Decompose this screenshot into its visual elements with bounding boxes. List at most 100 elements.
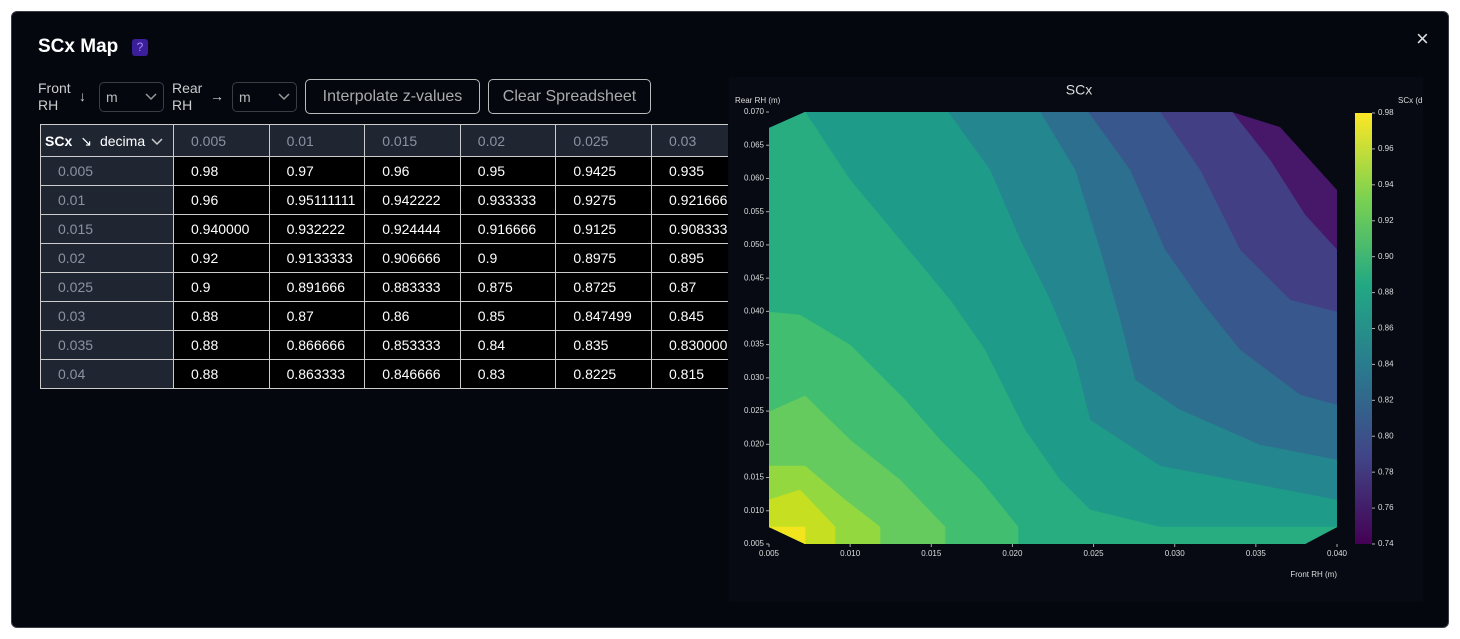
colorbar-tick-label: 0.74	[1378, 539, 1394, 548]
table-cell[interactable]: 0.84	[460, 331, 557, 360]
colorbar-tick-label: 0.80	[1378, 431, 1394, 440]
y-tick-label: 0.010	[744, 506, 765, 515]
colorbar-tick-label: 0.78	[1378, 467, 1394, 476]
colorbar-tick-label: 0.98	[1378, 108, 1394, 117]
y-tick-label: 0.060	[744, 174, 765, 183]
colorbar-tick-label: 0.92	[1378, 216, 1394, 225]
y-tick-label: 0.055	[744, 207, 765, 216]
interpolate-button[interactable]: Interpolate z-values	[305, 79, 480, 114]
corner-unit: decima	[99, 133, 146, 149]
colorbar-tick-label: 0.94	[1378, 180, 1394, 189]
row-header: 0.005	[40, 157, 174, 186]
table-cell[interactable]: 0.846666	[365, 360, 461, 389]
table-cell[interactable]: 0.96	[174, 186, 270, 215]
column-header: 0.015	[365, 124, 461, 157]
table-cell[interactable]: 0.9	[460, 244, 557, 273]
table-cell[interactable]: 0.935	[652, 157, 728, 186]
table-cell[interactable]: 0.96	[365, 157, 461, 186]
table-cell[interactable]: 0.906666	[365, 244, 461, 273]
colorbar-tick-label: 0.90	[1378, 252, 1394, 261]
colorbar-tick-label: 0.84	[1378, 360, 1394, 369]
table-cell[interactable]: 0.97	[269, 157, 366, 186]
spreadsheet: SCx ↘ decima 0.005 0.01 0.015 0.02 0.025 0.03 0.0…	[40, 124, 728, 402]
x-tick-label: 0.035	[1246, 549, 1267, 558]
table-cell[interactable]: 0.9133333	[269, 244, 366, 273]
rear-unit-select[interactable]: m	[232, 82, 297, 112]
table-cell[interactable]: 0.883333	[365, 273, 461, 302]
table-cell[interactable]: 0.921666	[652, 186, 728, 215]
table-cell[interactable]: 0.845	[652, 302, 728, 331]
close-button[interactable]: ×	[1416, 26, 1429, 51]
table-cell[interactable]: 0.847499	[556, 302, 652, 331]
table-cell[interactable]: 0.88	[174, 302, 270, 331]
table-cell[interactable]: 0.87	[652, 273, 728, 302]
x-tick-label: 0.010	[840, 549, 861, 558]
colorbar-label: SCx (d	[1398, 96, 1422, 105]
table-cell[interactable]: 0.9275	[556, 186, 652, 215]
table-cell[interactable]: 0.88	[174, 360, 270, 389]
x-axis-label: Front RH (m)	[1290, 570, 1337, 579]
x-tick-label: 0.005	[759, 549, 780, 558]
table-cell[interactable]: 0.895	[652, 244, 728, 273]
row-header: 0.015	[40, 215, 174, 244]
table-cell[interactable]: 0.891666	[269, 273, 366, 302]
y-tick-label: 0.040	[744, 306, 765, 315]
table-cell[interactable]: 0.942222	[365, 186, 461, 215]
table-cell[interactable]: 0.830000	[652, 331, 728, 360]
corner-label: SCx	[45, 133, 73, 149]
table-cell[interactable]: 0.932222	[269, 215, 366, 244]
table-cell[interactable]: 0.835	[556, 331, 652, 360]
row-header: 0.02	[40, 244, 174, 273]
y-axis-label: Rear RH (m)	[735, 96, 781, 105]
x-tick-label: 0.015	[921, 549, 942, 558]
table-cell[interactable]: 0.86	[365, 302, 461, 331]
corner-header[interactable]: SCx ↘ decima	[40, 124, 174, 157]
colorbar-tick-label: 0.76	[1378, 503, 1394, 512]
table-cell[interactable]: 0.98	[174, 157, 270, 186]
colorbar-tick-label: 0.82	[1378, 395, 1394, 404]
table-cell[interactable]: 0.87	[269, 302, 366, 331]
table-cell[interactable]: 0.853333	[365, 331, 461, 360]
column-header: 0.005	[174, 124, 270, 157]
y-tick-label: 0.030	[744, 373, 765, 382]
y-tick-label: 0.025	[744, 406, 765, 415]
front-unit-select[interactable]: m	[99, 82, 164, 112]
column-header: 0.025	[556, 124, 652, 157]
table-cell[interactable]: 0.875	[460, 273, 557, 302]
table-cell[interactable]: 0.8975	[556, 244, 652, 273]
table-cell[interactable]: 0.916666	[460, 215, 557, 244]
chevron	[278, 93, 290, 101]
table-cell[interactable]: 0.863333	[269, 360, 366, 389]
table-cell[interactable]: 0.85	[460, 302, 557, 331]
table-cell[interactable]: 0.92	[174, 244, 270, 273]
table-cell[interactable]: 0.83	[460, 360, 557, 389]
corner-arrow: ↘	[80, 133, 92, 149]
table-cell[interactable]: 0.9425	[556, 157, 652, 186]
table-cell[interactable]: 0.933333	[460, 186, 557, 215]
table-cell[interactable]: 0.940000	[174, 215, 270, 244]
help-badge[interactable]: ?	[132, 39, 148, 56]
table-cell[interactable]: 0.95111111	[269, 186, 366, 215]
table-cell[interactable]: 0.88	[174, 331, 270, 360]
row-header: 0.03	[40, 302, 174, 331]
front-arrow: ↓	[79, 88, 86, 104]
y-tick-label: 0.015	[744, 473, 765, 482]
y-tick-label: 0.005	[744, 539, 765, 548]
row-header: 0.035	[40, 331, 174, 360]
clear-button[interactable]: Clear Spreadsheet	[488, 79, 651, 114]
table-cell[interactable]: 0.8225	[556, 360, 652, 389]
table-cell[interactable]: 0.95	[460, 157, 557, 186]
rear-unit: m	[239, 89, 251, 105]
table-cell[interactable]: 0.815	[652, 360, 728, 389]
y-tick-label: 0.065	[744, 140, 765, 149]
y-tick-label: 0.070	[744, 107, 765, 116]
table-cell[interactable]: 0.866666	[269, 331, 366, 360]
table-cell[interactable]: 0.8725	[556, 273, 652, 302]
table-cell[interactable]: 0.908333	[652, 215, 728, 244]
table-cell[interactable]: 0.9	[174, 273, 270, 302]
table-cell[interactable]: 0.924444	[365, 215, 461, 244]
row-header: 0.01	[40, 186, 174, 215]
table-cell[interactable]: 0.9125	[556, 215, 652, 244]
row-header: 0.025	[40, 273, 174, 302]
colorbar-tick-label: 0.96	[1378, 144, 1394, 153]
